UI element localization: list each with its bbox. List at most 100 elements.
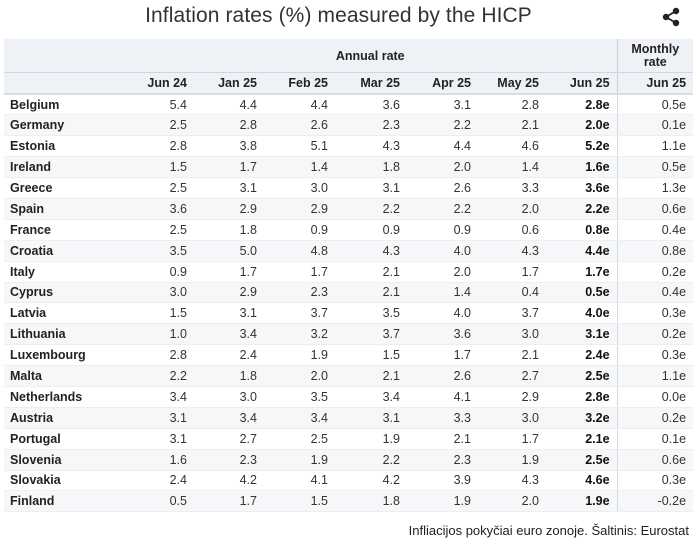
table-row: Netherlands 3.4 3.0 3.5 3.4 4.1 2.9 2.8e 0.0e: [4, 386, 694, 408]
share-icon[interactable]: [660, 6, 682, 28]
table-row: Austria 3.1 3.4 3.4 3.1 3.3 3.0 3.2e 0.2e: [4, 407, 694, 429]
latest-annual-cell: 4.4e: [546, 240, 618, 262]
annual-rate-cell: 1.7: [194, 261, 264, 283]
annual-rate-cell: 3.5: [124, 240, 194, 262]
column-header: May 25: [478, 72, 546, 95]
annual-rate-cell: 4.0: [407, 302, 478, 325]
table-row: Slovakia 2.4 4.2 4.1 4.2 3.9 4.3 4.6e 0.3e: [4, 470, 694, 492]
country-cell: Slovakia: [4, 470, 124, 492]
column-header: Mar 25: [335, 72, 407, 95]
annual-rate-cell: 4.4: [407, 135, 478, 158]
latest-annual-cell: 2.5e: [546, 449, 618, 471]
annual-rate-cell: 3.8: [194, 135, 264, 158]
annual-rate-cell: 2.6: [407, 365, 478, 387]
monthly-rate-cell: 1.1e: [616, 135, 694, 158]
annual-rate-cell: 2.1: [335, 365, 407, 387]
annual-rate-cell: 4.1: [407, 386, 478, 408]
annual-rate-cell: 4.1: [264, 470, 335, 492]
monthly-rate-cell: 0.3e: [616, 344, 694, 367]
annual-rate-cell: 4.0: [407, 240, 478, 262]
annual-rate-cell: 3.1: [194, 177, 264, 199]
annual-rate-cell: 2.9: [194, 282, 264, 304]
country-cell: Belgium: [4, 94, 124, 116]
annual-rate-cell: 1.5: [264, 490, 335, 513]
monthly-rate-cell: 0.4e: [616, 282, 694, 304]
annual-rate-cell: 3.1: [407, 94, 478, 116]
annual-rate-cell: 2.8: [124, 135, 194, 158]
annual-rate-cell: 2.8: [478, 94, 546, 116]
country-column-header: [4, 72, 124, 95]
latest-annual-cell: 2.4e: [546, 344, 618, 367]
annual-rate-cell: 1.0: [124, 323, 194, 346]
annual-rate-cell: 2.1: [335, 282, 407, 304]
annual-rate-cell: 2.9: [478, 386, 546, 408]
annual-rate-cell: 0.9: [335, 219, 407, 241]
annual-rate-cell: 3.6: [407, 323, 478, 346]
annual-rate-cell: 2.7: [478, 365, 546, 387]
annual-rate-cell: 2.1: [407, 428, 478, 450]
annual-rate-cell: 2.9: [264, 198, 335, 220]
annual-rate-header: Annual rate: [124, 39, 618, 73]
annual-rate-cell: 2.2: [335, 449, 407, 471]
annual-rate-cell: 1.9: [478, 449, 546, 471]
monthly-rate-cell: 0.4e: [616, 219, 694, 241]
latest-annual-cell: 0.5e: [546, 282, 618, 304]
annual-rate-cell: 2.8: [194, 114, 264, 137]
annual-rate-cell: 1.4: [264, 156, 335, 179]
annual-rate-cell: 5.4: [124, 94, 194, 116]
table-body: Belgium 5.4 4.4 4.4 3.6 3.1 2.8 2.8e 0.5e Germany…: [4, 94, 694, 513]
latest-annual-cell: 2.0e: [546, 114, 618, 137]
country-cell: Ireland: [4, 156, 124, 179]
annual-rate-cell: 2.0: [478, 198, 546, 220]
annual-rate-cell: 3.2: [264, 323, 335, 346]
latest-annual-cell: 3.6e: [546, 177, 618, 199]
table-row: Latvia 1.5 3.1 3.7 3.5 4.0 3.7 4.0e 0.3e: [4, 302, 694, 325]
annual-rate-cell: 1.9: [407, 490, 478, 513]
monthly-rate-cell: 0.3e: [616, 302, 694, 325]
annual-rate-cell: 2.6: [407, 177, 478, 199]
annual-rate-cell: 3.4: [194, 323, 264, 346]
monthly-rate-cell: 0.2e: [616, 407, 694, 429]
annual-rate-cell: 1.7: [194, 156, 264, 179]
column-header: Feb 25: [264, 72, 335, 95]
annual-rate-cell: 3.6: [124, 198, 194, 220]
table-row: Estonia 2.8 3.8 5.1 4.3 4.4 4.6 5.2e 1.1e: [4, 135, 694, 158]
country-cell: Luxembourg: [4, 344, 124, 367]
annual-rate-cell: 0.4: [478, 282, 546, 304]
annual-rate-cell: 1.7: [407, 344, 478, 367]
annual-rate-cell: 4.3: [478, 470, 546, 492]
annual-rate-cell: 3.4: [194, 407, 264, 429]
table-row: Germany 2.5 2.8 2.6 2.3 2.2 2.1 2.0e 0.1e: [4, 114, 694, 137]
country-cell: Slovenia: [4, 449, 124, 471]
annual-rate-cell: 3.7: [335, 323, 407, 346]
table-row: Belgium 5.4 4.4 4.4 3.6 3.1 2.8 2.8e 0.5e: [4, 94, 694, 116]
annual-rate-cell: 3.1: [335, 407, 407, 429]
annual-rate-cell: 4.4: [194, 94, 264, 116]
column-header: Jun 24: [124, 72, 194, 95]
annual-rate-cell: 1.5: [335, 344, 407, 367]
latest-annual-cell: 4.6e: [546, 470, 618, 492]
annual-rate-cell: 2.3: [407, 449, 478, 471]
annual-rate-cell: 0.6: [478, 219, 546, 241]
annual-rate-cell: 3.3: [478, 177, 546, 199]
annual-rate-cell: 0.9: [264, 219, 335, 241]
annual-rate-cell: 3.4: [264, 407, 335, 429]
annual-rate-cell: 4.2: [194, 470, 264, 492]
latest-annual-cell: 1.6e: [546, 156, 618, 179]
annual-rate-cell: 0.9: [407, 219, 478, 241]
latest-annual-cell: 5.2e: [546, 135, 618, 158]
annual-rate-cell: 3.1: [194, 302, 264, 325]
latest-annual-cell: 3.1e: [546, 323, 618, 346]
annual-rate-cell: 4.3: [478, 240, 546, 262]
column-header: Jun 25: [546, 72, 618, 95]
annual-rate-cell: 2.5: [124, 177, 194, 199]
monthly-rate-cell: 0.0e: [616, 386, 694, 408]
latest-annual-cell: 2.2e: [546, 198, 618, 220]
annual-rate-cell: 3.0: [264, 177, 335, 199]
monthly-rate-cell: -0.2e: [616, 490, 694, 513]
annual-rate-cell: 2.2: [335, 198, 407, 220]
monthly-rate-header-line1: Monthly: [631, 41, 680, 56]
annual-rate-cell: 1.5: [124, 302, 194, 325]
table-row: Ireland 1.5 1.7 1.4 1.8 2.0 1.4 1.6e 0.5e: [4, 156, 694, 179]
table-row: Spain 3.6 2.9 2.9 2.2 2.2 2.0 2.2e 0.6e: [4, 198, 694, 220]
